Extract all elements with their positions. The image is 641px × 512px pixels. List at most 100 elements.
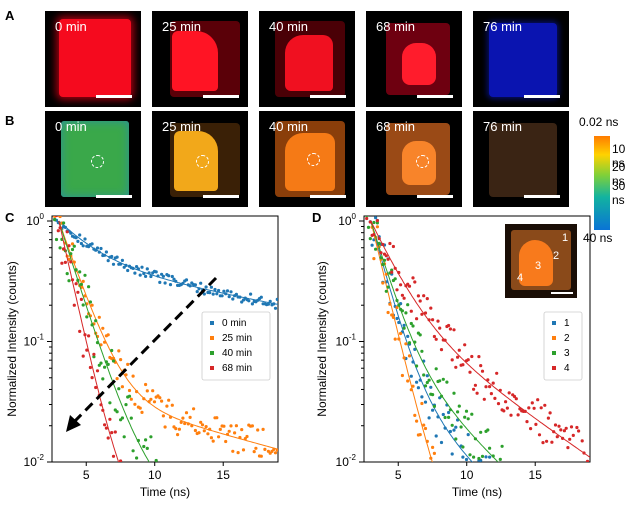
legend-label: 25 min [222, 333, 252, 344]
data-point [211, 292, 215, 296]
data-point [101, 326, 105, 330]
data-point [249, 292, 253, 296]
data-point [85, 348, 89, 352]
data-point [557, 424, 561, 428]
data-point [379, 256, 383, 260]
data-point [266, 302, 270, 306]
data-point [480, 369, 485, 373]
data-point [443, 415, 447, 420]
data-point [397, 320, 401, 325]
data-point [400, 293, 404, 297]
data-point [473, 437, 477, 441]
data-point [88, 300, 92, 304]
data-point [58, 246, 62, 250]
legend-marker [210, 366, 214, 370]
data-point [372, 233, 376, 237]
data-point [211, 439, 215, 443]
data-point [431, 318, 435, 322]
time-label: 68 min [376, 119, 416, 134]
data-point [418, 333, 422, 337]
data-point [108, 401, 112, 405]
data-point [69, 231, 73, 235]
data-point [372, 257, 376, 261]
data-point [447, 323, 451, 328]
data-point [138, 406, 142, 410]
data-point [85, 315, 89, 319]
time-label: 25 min [162, 119, 202, 134]
scale-bar [524, 195, 560, 198]
data-point [81, 303, 85, 307]
data-point [110, 254, 114, 259]
data-point [505, 406, 509, 410]
data-point [97, 250, 101, 254]
data-point [436, 415, 440, 419]
fit-curve-25-min [58, 220, 278, 450]
data-point [390, 313, 394, 317]
image-a-0min: 0 min [45, 11, 141, 107]
data-point [103, 365, 107, 369]
data-point [439, 394, 444, 398]
data-point [500, 444, 504, 448]
data-point [432, 404, 436, 408]
data-point [247, 299, 251, 303]
data-point [488, 455, 492, 459]
data-point [90, 242, 94, 246]
y-tick-exponent: -2 [349, 453, 357, 462]
data-point [425, 297, 429, 301]
data-point [498, 457, 502, 461]
data-point [404, 311, 408, 315]
data-point [489, 392, 493, 396]
data-point [473, 383, 477, 387]
data-point [135, 265, 139, 269]
data-point [391, 244, 395, 249]
data-point [452, 328, 456, 332]
data-point [566, 446, 570, 450]
data-point [461, 455, 465, 459]
fit-curve-40-min [58, 220, 150, 462]
y-tick-label: 10-1 [336, 332, 357, 348]
data-point [99, 361, 103, 365]
data-point [550, 440, 554, 444]
data-point [177, 427, 181, 431]
data-point [74, 268, 78, 272]
scale-bar [310, 195, 346, 198]
data-point [117, 387, 121, 391]
data-point [275, 297, 278, 301]
data-point [555, 435, 559, 439]
image-a-40min: 40 min [259, 11, 355, 107]
x-axis-label: Time (ns) [452, 485, 502, 499]
data-point [411, 276, 415, 280]
data-point [154, 458, 158, 462]
data-point [106, 436, 110, 440]
data-point [411, 384, 415, 388]
data-point [63, 260, 67, 264]
data-point [375, 219, 379, 223]
data-point [172, 277, 176, 281]
data-point [142, 271, 146, 276]
data-point [183, 421, 187, 426]
data-point [181, 416, 185, 420]
data-point [236, 451, 240, 455]
data-point [431, 393, 435, 397]
data-point [386, 285, 390, 289]
data-point [202, 429, 206, 433]
data-point [395, 316, 399, 321]
data-point [402, 356, 406, 360]
data-point [388, 241, 392, 246]
data-point [452, 391, 456, 395]
data-point [275, 448, 278, 452]
data-point [129, 397, 133, 401]
data-point [431, 408, 435, 412]
data-point [204, 425, 208, 429]
data-point [370, 243, 374, 247]
scale-bar [96, 195, 132, 198]
data-point [136, 438, 140, 443]
data-point [133, 402, 137, 406]
data-point [379, 251, 383, 255]
data-point [409, 388, 413, 392]
data-point [272, 447, 276, 451]
data-point [167, 398, 171, 402]
data-point [488, 385, 492, 389]
data-point [104, 250, 108, 254]
data-point [582, 451, 586, 455]
